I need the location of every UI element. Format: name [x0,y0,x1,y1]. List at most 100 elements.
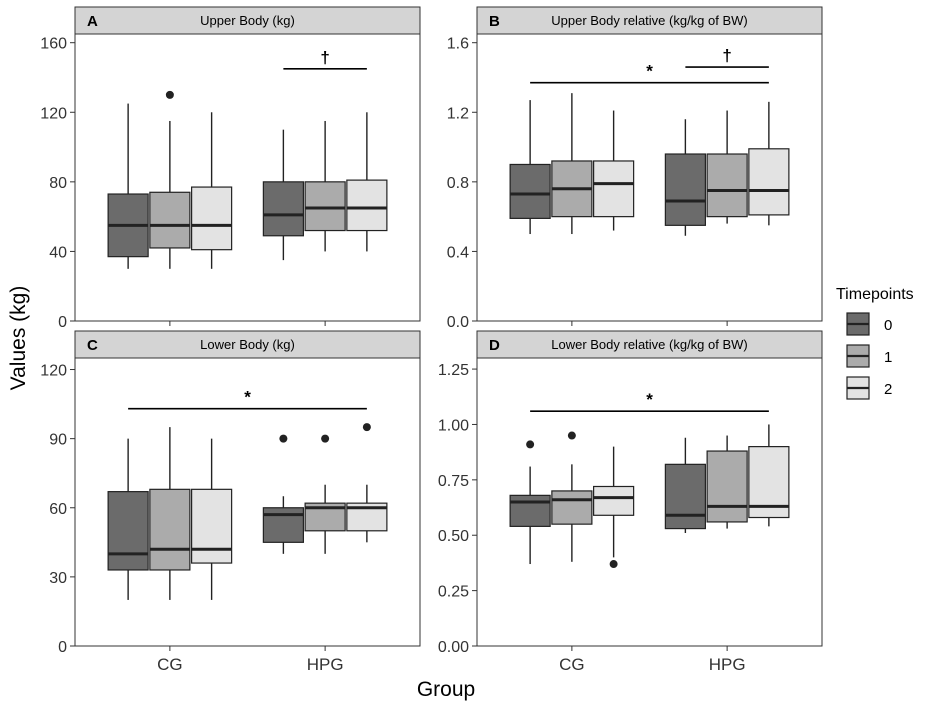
box-body [191,488,233,564]
panel-letter: A [87,13,98,30]
legend-label: 0 [884,317,892,334]
box-body [706,450,748,523]
panel-title: Upper Body relative (kg/kg of BW) [551,13,748,28]
x-tick-label: HPG [709,655,746,674]
box-HPG-t1 [304,120,346,252]
panel-strip [74,6,421,35]
significance-symbol: † [722,46,731,65]
panels: A Upper Body (kg) 0 40 80 120 160 † B Upper Body … [40,6,823,674]
legend-item-2: 2 [846,376,892,400]
panel-title: Upper Body (kg) [200,13,295,28]
box-CG-t1 [551,93,593,235]
outlier-point [279,434,288,443]
box-body [262,507,304,543]
box-body [262,181,304,237]
significance-symbol: * [646,62,653,81]
box-body [664,153,706,226]
box-HPG-t1 [706,110,748,224]
box-body [509,494,551,527]
legend-item-0: 0 [846,312,892,336]
panel-strip [476,6,823,35]
panel-letter: D [489,337,500,354]
x-tick-label: HPG [307,655,344,674]
box-HPG-t0 [664,437,706,534]
box-body [551,490,593,525]
box-CG-t2 [593,446,635,569]
panel-title: Lower Body relative (kg/kg of BW) [551,337,748,352]
panel-C: C Lower Body (kg) 0 30 60 90 120 CG HPG * [40,330,421,674]
box-body [593,160,635,218]
box-HPG-t2 [346,112,388,252]
x-tick-label: CG [157,655,183,674]
y-tick-label: 0.50 [438,528,469,545]
box-CG-t2 [191,438,233,600]
box-body [304,181,346,232]
legend-label: 1 [884,349,892,366]
y-tick-label: 1.00 [438,417,469,434]
box-CG-t0 [509,100,551,235]
y-tick-label: 90 [49,432,67,449]
outlier-point [567,431,576,440]
box-body [748,148,790,216]
box-HPG-t2 [346,423,388,543]
box-body [149,191,191,249]
panel-title: Lower Body (kg) [200,337,295,352]
legend: Timepoints 0 1 2 [836,286,914,400]
significance-symbol: * [244,388,251,407]
legend-items: 0 1 2 [846,312,892,400]
box-HPG-t0 [664,119,706,236]
panel-B: B Upper Body relative (kg/kg of BW) 0.0 0.4… [447,6,823,331]
box-body [664,463,706,530]
box-HPG-t1 [706,435,748,529]
y-tick-label: 0.4 [447,244,469,261]
significance-symbol: † [320,48,329,67]
box-CG-t0 [107,103,149,269]
y-tick-label: 160 [40,36,67,53]
legend-title: Timepoints [836,286,914,303]
x-axis-label: Group [417,678,475,701]
box-CG-t0 [107,438,149,600]
panel-strip [476,330,823,359]
y-tick-label: 30 [49,570,67,587]
panel-letter: C [87,337,98,354]
panel-letter: B [489,13,500,30]
y-tick-label: 1.2 [447,105,469,122]
box-CG-t1 [551,431,593,562]
box-body [509,163,551,219]
x-tick-label: CG [559,655,585,674]
y-tick-label: 0.25 [438,584,469,601]
box-CG-t0 [509,440,551,565]
legend-label: 2 [884,381,892,398]
box-body [706,153,748,218]
box-HPG-t0 [262,129,304,261]
panel-D: D Lower Body relative (kg/kg of BW) 0.00 0.… [438,330,823,674]
y-tick-label: 0.8 [447,175,469,192]
panel-A: A Upper Body (kg) 0 40 80 120 160 † [40,6,421,331]
box-HPG-t1 [304,434,346,554]
significance-symbol: * [646,390,653,409]
box-CG-t1 [149,427,191,600]
y-tick-label: 60 [49,501,67,518]
box-CG-t2 [593,110,635,231]
y-tick-label: 0 [58,639,67,656]
y-tick-label: 0 [58,314,67,331]
box-HPG-t2 [748,101,790,226]
box-HPG-t0 [262,434,304,554]
legend-item-1: 1 [846,344,892,368]
outlier-point [165,90,174,99]
box-HPG-t2 [748,424,790,527]
box-body [346,179,388,232]
y-tick-label: 120 [40,363,67,380]
box-body [191,186,233,251]
y-axis-label: Values (kg) [7,286,30,391]
outlier-point [321,434,330,443]
box-CG-t1 [149,90,191,269]
y-tick-label: 0.00 [438,639,469,656]
outlier-point [609,560,618,569]
box-body [149,488,191,571]
y-tick-label: 0.75 [438,473,469,490]
y-tick-label: 120 [40,105,67,122]
box-body [593,485,635,516]
y-tick-label: 80 [49,175,67,192]
